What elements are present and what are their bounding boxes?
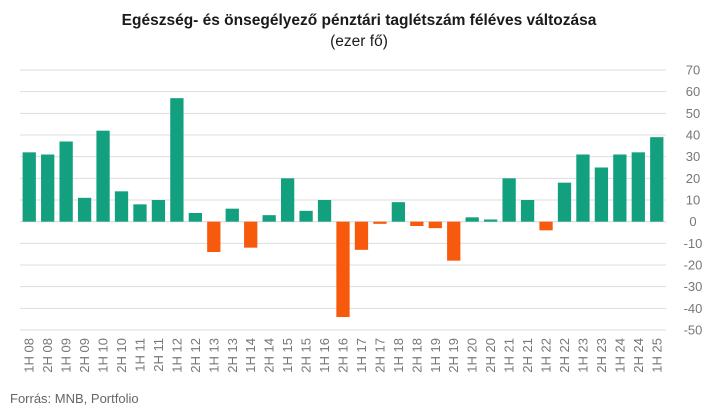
x-tick-label: 1H 20 bbox=[465, 338, 480, 373]
bar bbox=[336, 221, 350, 317]
bar bbox=[613, 154, 627, 222]
x-tick-label: 2H 24 bbox=[631, 338, 646, 373]
y-tick-label: 50 bbox=[686, 106, 700, 121]
x-tick-label: 1H 23 bbox=[575, 338, 590, 373]
x-tick-label: 1H 18 bbox=[391, 338, 406, 373]
x-tick-label: 1H 10 bbox=[96, 338, 111, 373]
y-tick-label: 60 bbox=[686, 84, 700, 99]
y-axis-ticks: 70 60 50 40 30 20 10 0 -10 -20 -30 -40 -50 bbox=[684, 63, 703, 338]
y-tick-label: 10 bbox=[686, 193, 700, 208]
bar bbox=[151, 200, 166, 222]
x-tick-label: 1H 16 bbox=[317, 338, 332, 373]
x-tick-label: 1H 08 bbox=[22, 338, 37, 373]
x-tick-label: 2H 14 bbox=[262, 338, 277, 373]
x-tick-label: 2H 08 bbox=[40, 338, 55, 373]
bar bbox=[114, 191, 129, 222]
bar bbox=[299, 210, 313, 222]
bar bbox=[631, 152, 645, 222]
y-tick-label: -40 bbox=[684, 301, 703, 316]
bar bbox=[447, 221, 461, 261]
x-tick-label: 2H 15 bbox=[299, 338, 314, 373]
bar bbox=[170, 98, 184, 222]
bar bbox=[96, 130, 110, 222]
x-tick-label: 1H 24 bbox=[612, 338, 627, 373]
bar bbox=[59, 141, 73, 222]
y-tick-label: 30 bbox=[686, 149, 700, 164]
x-tick-label: 2H 20 bbox=[483, 338, 498, 373]
bar bbox=[557, 182, 572, 222]
x-tick-label: 2H 09 bbox=[77, 338, 92, 373]
y-tick-label: -10 bbox=[684, 236, 703, 251]
y-tick-label: 20 bbox=[686, 171, 700, 186]
bar bbox=[539, 221, 553, 231]
bar bbox=[22, 152, 36, 222]
bar bbox=[465, 217, 479, 222]
bar bbox=[502, 178, 516, 222]
chart-title: Egészség- és önsegélyező pénztári taglét… bbox=[121, 12, 597, 29]
bar bbox=[520, 200, 535, 222]
x-tick-label: 2H 12 bbox=[188, 338, 203, 373]
bar bbox=[280, 178, 295, 222]
x-tick-label: 1H 09 bbox=[59, 338, 74, 373]
bar bbox=[41, 154, 55, 222]
x-tick-label: 2H 21 bbox=[520, 338, 535, 373]
x-tick-label: 2H 10 bbox=[114, 338, 129, 373]
chart-subtitle: (ezer fő) bbox=[330, 33, 388, 50]
x-tick-label: 1H 15 bbox=[280, 338, 295, 373]
bar bbox=[484, 219, 498, 222]
source-note: Forrás: MNB, Portfolio bbox=[10, 391, 139, 406]
bar bbox=[317, 200, 332, 222]
bar bbox=[188, 213, 202, 222]
x-tick-label: 1H 22 bbox=[539, 338, 554, 373]
x-tick-label: 2H 16 bbox=[336, 338, 351, 373]
bar bbox=[410, 221, 424, 226]
y-tick-label: -20 bbox=[684, 258, 703, 273]
x-tick-label: 2H 23 bbox=[594, 338, 609, 373]
bar bbox=[207, 221, 221, 252]
x-tick-label: 2H 17 bbox=[372, 338, 387, 373]
bar bbox=[262, 215, 276, 222]
bar bbox=[225, 208, 239, 222]
bar bbox=[133, 204, 147, 222]
x-tick-label: 2H 11 bbox=[151, 338, 166, 372]
x-tick-label: 1H 21 bbox=[502, 338, 517, 373]
bar bbox=[391, 202, 406, 222]
x-tick-label: 2H 13 bbox=[225, 338, 240, 373]
x-tick-label: 1H 11 bbox=[132, 338, 147, 372]
y-tick-label: 70 bbox=[686, 63, 700, 78]
bar bbox=[373, 221, 387, 224]
bars bbox=[22, 98, 664, 317]
x-tick-label: 1H 14 bbox=[243, 338, 258, 373]
y-tick-label: 40 bbox=[686, 128, 700, 143]
bar bbox=[354, 221, 369, 250]
x-tick-label: 1H 13 bbox=[206, 338, 221, 373]
y-tick-label: -50 bbox=[684, 323, 703, 338]
x-tick-label: 1H 12 bbox=[169, 338, 184, 373]
x-tick-label: 2H 18 bbox=[409, 338, 424, 373]
x-tick-label: 2H 19 bbox=[446, 338, 461, 373]
bar bbox=[428, 221, 442, 229]
y-tick-label: 0 bbox=[689, 214, 696, 229]
bar bbox=[77, 197, 92, 222]
x-tick-label: 2H 22 bbox=[557, 338, 572, 373]
bar bbox=[594, 167, 609, 222]
bar bbox=[576, 154, 590, 222]
x-tick-label: 1H 17 bbox=[354, 338, 369, 373]
bar bbox=[244, 221, 258, 248]
x-axis-ticks: 1H 08 2H 08 1H 09 2H 09 1H 10 2H 10 1H 11 2H 11… bbox=[22, 338, 665, 373]
x-tick-label: 1H 25 bbox=[649, 338, 664, 373]
y-tick-label: -30 bbox=[684, 279, 703, 294]
bar bbox=[650, 137, 664, 222]
x-tick-label: 1H 19 bbox=[428, 338, 443, 373]
